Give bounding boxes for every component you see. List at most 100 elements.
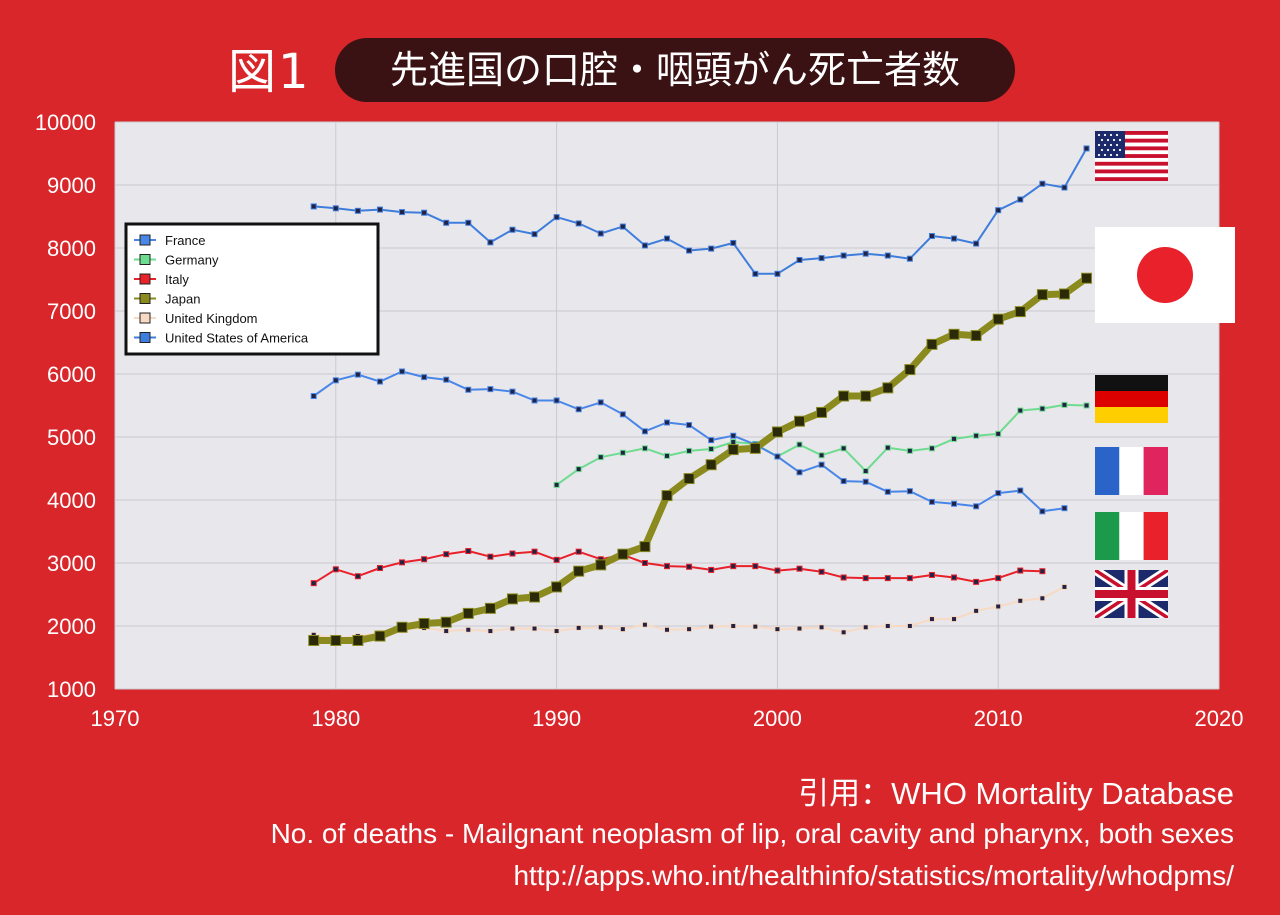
series-germany <box>553 401 1090 488</box>
data-point <box>597 399 604 406</box>
data-point <box>818 624 825 631</box>
data-point <box>686 447 693 454</box>
data-point <box>862 468 869 475</box>
data-point <box>553 481 560 488</box>
data-point <box>484 602 496 614</box>
legend-label: France <box>165 233 205 248</box>
data-point <box>1017 487 1024 494</box>
data-point <box>860 390 872 402</box>
data-point <box>553 214 560 221</box>
data-point <box>661 490 673 502</box>
data-point <box>399 559 406 566</box>
data-point <box>487 628 494 635</box>
y-tick-label: 1000 <box>47 677 96 702</box>
data-point <box>951 616 958 623</box>
data-point <box>882 382 894 394</box>
data-point <box>862 478 869 485</box>
data-point <box>884 252 891 259</box>
data-point <box>1061 401 1068 408</box>
x-tick-label: 2020 <box>1195 706 1244 731</box>
data-point <box>992 313 1004 325</box>
data-point <box>664 452 670 459</box>
data-point <box>332 377 339 384</box>
data-point <box>796 441 803 448</box>
data-point <box>995 207 1002 214</box>
y-tick-label: 6000 <box>47 362 96 387</box>
data-point <box>575 548 582 555</box>
data-point <box>418 617 430 629</box>
data-point <box>310 580 317 587</box>
data-point <box>487 386 494 393</box>
x-tick-label: 1980 <box>311 706 360 731</box>
data-point <box>597 230 604 237</box>
data-point <box>641 428 648 435</box>
data-point <box>664 419 670 426</box>
y-tick-label: 4000 <box>47 488 96 513</box>
data-point <box>1039 568 1046 575</box>
series-japan <box>308 272 1093 646</box>
data-point <box>708 245 715 252</box>
y-tick-label: 8000 <box>47 236 96 261</box>
data-point <box>906 575 913 582</box>
data-point <box>310 203 317 210</box>
plot-area <box>115 122 1219 689</box>
data-point <box>641 242 648 249</box>
source-citation: 引用：WHO Mortality Database <box>798 776 1234 811</box>
data-point <box>376 565 383 572</box>
data-point <box>774 270 781 277</box>
data-point <box>928 498 935 505</box>
data-point <box>553 556 560 563</box>
data-point <box>443 376 450 383</box>
data-point <box>708 566 715 573</box>
data-point <box>1039 405 1046 412</box>
data-point <box>619 449 626 456</box>
data-point <box>796 256 803 263</box>
data-point <box>973 432 980 439</box>
legend-swatch <box>139 332 151 343</box>
data-point <box>575 466 582 473</box>
data-point <box>664 626 670 633</box>
x-tick-label: 2000 <box>753 706 802 731</box>
legend-swatch <box>139 254 151 265</box>
data-point <box>973 503 980 510</box>
data-point <box>951 235 958 242</box>
data-point <box>332 205 339 212</box>
data-point <box>421 556 428 563</box>
data-point <box>487 239 494 246</box>
data-point <box>531 625 538 632</box>
data-point <box>1017 597 1024 604</box>
data-point <box>995 575 1002 582</box>
data-point <box>862 250 869 257</box>
legend-box <box>124 222 380 356</box>
y-tick-label: 10000 <box>35 110 96 135</box>
data-point <box>354 371 361 378</box>
data-point <box>1039 508 1046 515</box>
data-point <box>951 435 958 442</box>
series-layer <box>308 145 1093 646</box>
data-point <box>553 628 560 635</box>
data-point <box>749 442 761 454</box>
data-point <box>664 235 670 242</box>
series-italy <box>310 548 1046 587</box>
data-point <box>730 432 737 439</box>
data-point <box>443 628 450 635</box>
data-point <box>818 452 825 459</box>
y-tick-label: 3000 <box>47 551 96 576</box>
source-url[interactable]: http://apps.who.int/healthinfo/statistic… <box>513 860 1234 891</box>
data-point <box>619 626 626 633</box>
data-point <box>617 548 629 560</box>
data-point <box>443 551 450 558</box>
data-point <box>575 406 582 413</box>
data-point <box>928 233 935 240</box>
y-tick-label: 2000 <box>47 614 96 639</box>
italy-flag-icon <box>1095 512 1168 560</box>
data-point <box>575 220 582 227</box>
data-point <box>774 626 781 633</box>
data-point <box>352 634 364 646</box>
data-point <box>948 328 960 340</box>
data-point <box>708 437 715 444</box>
data-point <box>509 226 516 233</box>
data-point <box>308 634 320 646</box>
data-point <box>529 591 541 603</box>
data-point <box>928 571 935 578</box>
